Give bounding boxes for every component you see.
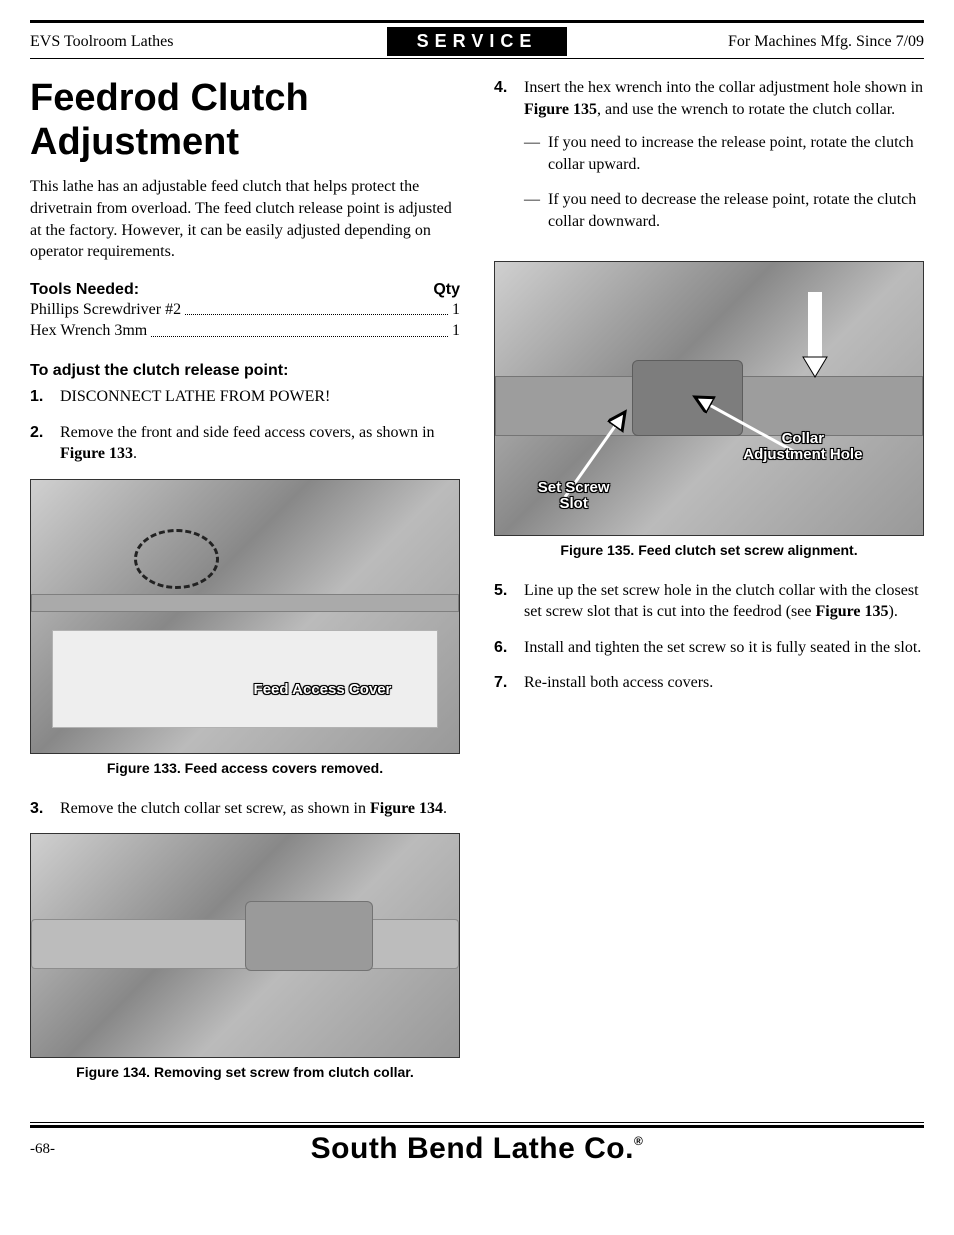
dot-leader	[151, 320, 448, 337]
substep-item: —If you need to decrease the release poi…	[524, 189, 924, 232]
tools-header-row: Tools Needed: Qty	[30, 281, 460, 299]
figure-ref: Figure 134	[370, 800, 443, 817]
substep-item: —If you need to increase the release poi…	[524, 132, 924, 175]
page-footer: -68- South Bend Lathe Co.®	[30, 1122, 924, 1166]
figure-134-image	[30, 833, 460, 1058]
footer-rule-thick	[30, 1125, 924, 1128]
top-rule	[30, 20, 924, 23]
figure-135-image: Set Screw Slot Collar Adjustment Hole	[494, 261, 924, 536]
step-item: 7. Re-install both access covers.	[494, 672, 924, 694]
step-body: DISCONNECT LATHE FROM POWER!	[60, 386, 460, 408]
header-right: For Machines Mfg. Since 7/09	[567, 33, 924, 51]
step-body: Re-install both access covers.	[524, 672, 924, 694]
tool-line: Phillips Screwdriver #2 1	[30, 299, 460, 321]
figure-135: Set Screw Slot Collar Adjustment Hole Fi…	[494, 261, 924, 558]
step-body: Install and tighten the set screw so it …	[524, 637, 924, 659]
figure-134-caption: Figure 134. Removing set screw from clut…	[30, 1064, 460, 1080]
steps-list-left: 1. DISCONNECT LATHE FROM POWER! 2. Remov…	[30, 386, 460, 465]
step-body: Remove the clutch collar set screw, as s…	[60, 798, 460, 820]
substep-text: If you need to decrease the release poin…	[548, 189, 924, 232]
right-column: 4. Insert the hex wrench into the collar…	[494, 77, 924, 1102]
figure-133: Feed Access Cover Figure 133. Feed acces…	[30, 479, 460, 776]
step-item: 3. Remove the clutch collar set screw, a…	[30, 798, 460, 820]
footer-row: -68- South Bend Lathe Co.®	[30, 1132, 924, 1166]
step-number: 2.	[30, 422, 60, 465]
feedrod-shape	[31, 594, 459, 612]
dot-leader	[185, 299, 448, 316]
header-left: EVS Toolroom Lathes	[30, 33, 387, 51]
figure-ref: Figure 135	[815, 603, 888, 620]
registered-icon: ®	[634, 1134, 643, 1148]
figure-135-caption: Figure 135. Feed clutch set screw alignm…	[494, 542, 924, 558]
figure-134: Figure 134. Removing set screw from clut…	[30, 833, 460, 1080]
step-item: 5. Line up the set screw hole in the clu…	[494, 580, 924, 623]
figure-133-image: Feed Access Cover	[30, 479, 460, 754]
step-item: 6. Install and tighten the set screw so …	[494, 637, 924, 659]
step-body: Insert the hex wrench into the collar ad…	[524, 77, 924, 247]
page-number: -68-	[30, 1141, 90, 1158]
footer-rule-thin	[30, 1122, 924, 1123]
step-number: 3.	[30, 798, 60, 820]
left-column: Feedrod Clutch Adjustment This lathe has…	[30, 77, 460, 1102]
steps-list-right-cont: 5. Line up the set screw hole in the clu…	[494, 580, 924, 694]
substep-list: —If you need to increase the release poi…	[524, 132, 924, 232]
dash-icon: —	[524, 132, 548, 175]
collar-shape	[245, 901, 373, 971]
page-header: EVS Toolroom Lathes SERVICE For Machines…	[30, 25, 924, 59]
procedure-heading: To adjust the clutch release point:	[30, 362, 460, 380]
step-number: 7.	[494, 672, 524, 694]
callout-feed-access-cover: Feed Access Cover	[254, 682, 392, 699]
callout-collar-hole: Collar Adjustment Hole	[743, 431, 862, 464]
figure-ref: Figure 133	[60, 445, 133, 462]
tool-name: Phillips Screwdriver #2	[30, 299, 181, 321]
tool-line: Hex Wrench 3mm 1	[30, 320, 460, 342]
content-columns: Feedrod Clutch Adjustment This lathe has…	[30, 77, 924, 1102]
step-body: Line up the set screw hole in the clutch…	[524, 580, 924, 623]
callout-set-screw-slot: Set Screw Slot	[538, 480, 610, 513]
intro-paragraph: This lathe has an adjustable feed clutch…	[30, 176, 460, 262]
step-item: 1. DISCONNECT LATHE FROM POWER!	[30, 386, 460, 408]
section-title: Feedrod Clutch Adjustment	[30, 77, 460, 164]
tools-qty-heading: Qty	[433, 281, 460, 299]
header-center: SERVICE	[387, 27, 568, 56]
step-item: 4. Insert the hex wrench into the collar…	[494, 77, 924, 247]
steps-list-right: 4. Insert the hex wrench into the collar…	[494, 77, 924, 247]
tool-qty: 1	[452, 299, 460, 321]
brand-text: South Bend Lathe Co.	[311, 1132, 634, 1165]
figure-ref: Figure 135	[524, 101, 597, 118]
brand-name: South Bend Lathe Co.®	[90, 1132, 864, 1166]
step-body: Remove the front and side feed access co…	[60, 422, 460, 465]
machine-base-shape	[52, 630, 437, 728]
step-number: 1.	[30, 386, 60, 408]
tool-qty: 1	[452, 320, 460, 342]
tool-name: Hex Wrench 3mm	[30, 320, 147, 342]
step-number: 5.	[494, 580, 524, 623]
highlight-circle	[134, 529, 220, 589]
step-number: 6.	[494, 637, 524, 659]
tools-heading: Tools Needed:	[30, 281, 139, 299]
steps-list-left-cont: 3. Remove the clutch collar set screw, a…	[30, 798, 460, 820]
dash-icon: —	[524, 189, 548, 232]
figure-133-caption: Figure 133. Feed access covers removed.	[30, 760, 460, 776]
substep-text: If you need to increase the release poin…	[548, 132, 924, 175]
step-item: 2. Remove the front and side feed access…	[30, 422, 460, 465]
step-number: 4.	[494, 77, 524, 247]
